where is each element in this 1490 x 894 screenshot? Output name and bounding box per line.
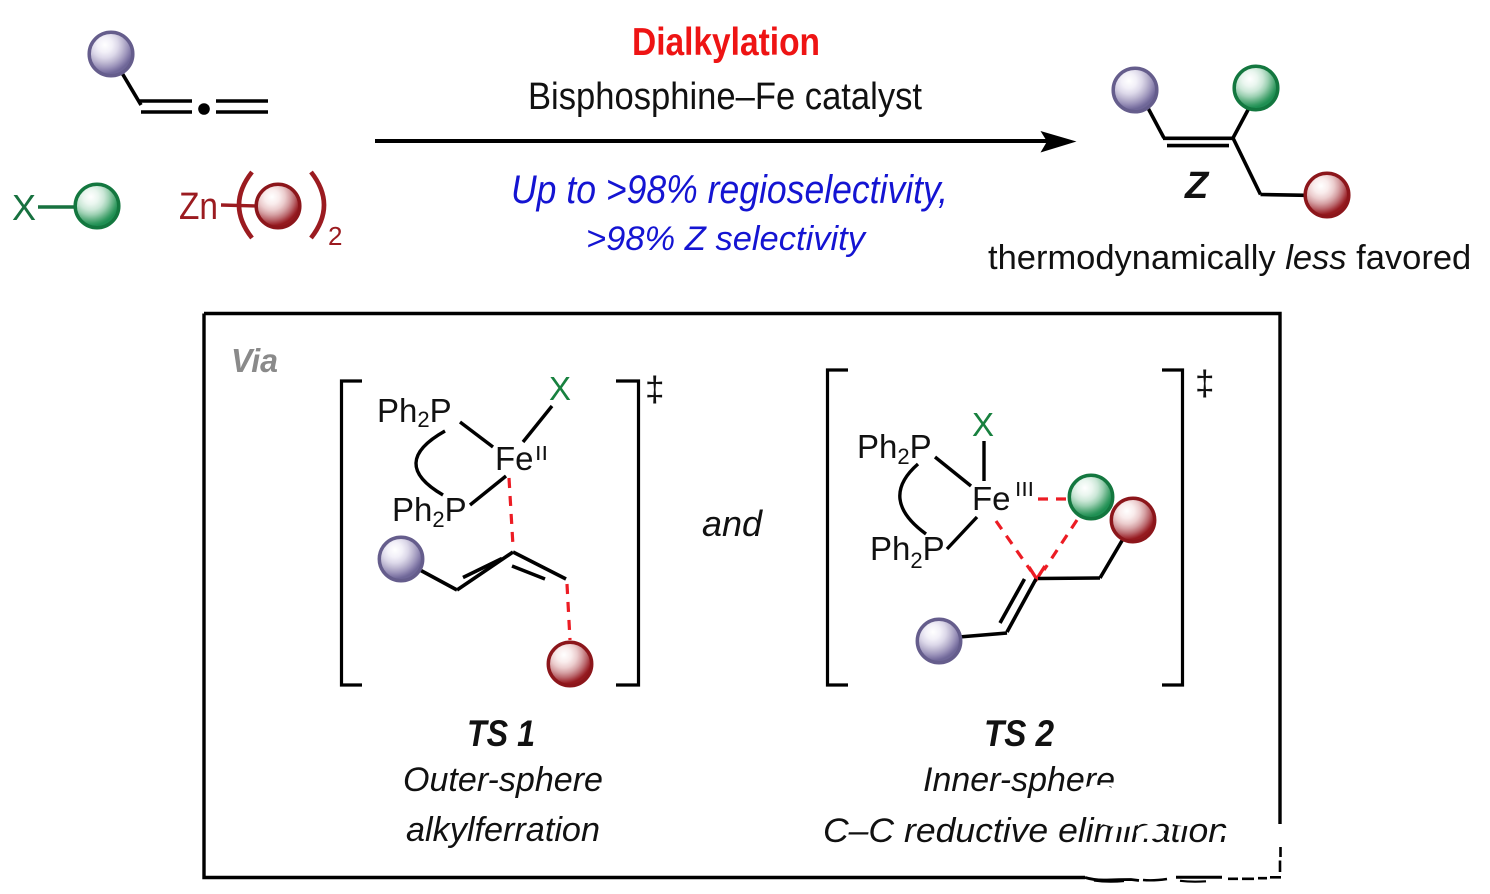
svg-text:TS 2: TS 2 [984, 713, 1054, 754]
svg-text:Z: Z [1184, 165, 1210, 207]
svg-text:Ph2P: Ph2P [857, 428, 932, 469]
svg-text:thermodynamically less favored: thermodynamically less favored [988, 239, 1471, 277]
svg-text:2: 2 [328, 221, 342, 251]
svg-text:Via: Via [231, 342, 278, 379]
svg-text:Dialkylation: Dialkylation [632, 21, 820, 64]
svg-text:Ph2P: Ph2P [870, 530, 945, 573]
svg-text:Inner-sphere: Inner-sphere [923, 761, 1115, 799]
svg-text:>98% Z selectivity: >98% Z selectivity [586, 220, 867, 258]
svg-text:Zn: Zn [179, 186, 218, 228]
svg-text:II: II [535, 443, 548, 465]
svg-text:Ph2P: Ph2P [392, 491, 467, 532]
svg-text:alkylferration: alkylferration [406, 811, 600, 849]
svg-text:‡: ‡ [645, 370, 664, 409]
svg-text:Outer-sphere: Outer-sphere [403, 761, 603, 799]
svg-text:TS 1: TS 1 [467, 713, 535, 754]
svg-text:III: III [1015, 479, 1034, 501]
svg-text:and: and [702, 503, 763, 544]
svg-text:Fe: Fe [495, 440, 534, 477]
svg-text:Up to >98% regioselectivity,: Up to >98% regioselectivity, [511, 168, 948, 212]
svg-text:X: X [12, 187, 36, 228]
svg-text:Ph2P: Ph2P [377, 392, 452, 432]
svg-text:‡: ‡ [1195, 364, 1214, 403]
svg-text:X: X [549, 370, 571, 407]
svg-text:Fe: Fe [972, 480, 1011, 517]
svg-text:Bisphosphine–Fe catalyst: Bisphosphine–Fe catalyst [528, 76, 922, 118]
svg-text:X: X [972, 406, 994, 443]
